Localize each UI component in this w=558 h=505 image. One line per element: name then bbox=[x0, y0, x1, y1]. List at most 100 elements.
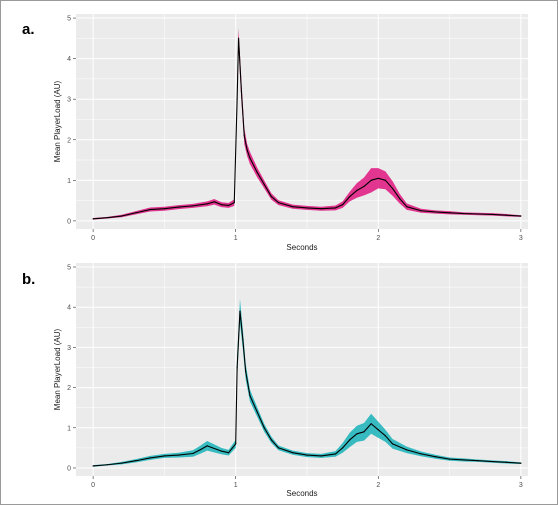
panel-label: b. bbox=[22, 271, 35, 288]
data-point bbox=[149, 208, 151, 211]
data-point bbox=[249, 157, 251, 159]
data-point bbox=[420, 210, 422, 212]
data-point bbox=[237, 37, 240, 39]
data-point bbox=[384, 179, 387, 181]
data-point bbox=[363, 185, 365, 188]
y-tick-label: 2 bbox=[67, 385, 71, 392]
data-point bbox=[391, 187, 394, 190]
data-point bbox=[506, 214, 508, 216]
data-point bbox=[420, 453, 422, 455]
data-point bbox=[106, 217, 108, 219]
data-point bbox=[227, 452, 230, 454]
data-point bbox=[92, 218, 94, 220]
data-point bbox=[243, 135, 245, 137]
data-point bbox=[506, 461, 508, 463]
data-point bbox=[199, 449, 201, 451]
y-tick-label: 3 bbox=[67, 97, 71, 104]
x-tick-label: 3 bbox=[519, 235, 523, 242]
data-point bbox=[406, 206, 408, 208]
data-point bbox=[213, 201, 215, 203]
data-point bbox=[448, 212, 451, 214]
y-axis-title: Mean PlayerLoad (AU) bbox=[53, 328, 62, 410]
data-point bbox=[149, 457, 151, 459]
data-point bbox=[135, 460, 137, 462]
data-point bbox=[370, 179, 372, 181]
data-point bbox=[240, 90, 243, 92]
x-tick-label: 1 bbox=[234, 482, 238, 489]
data-point bbox=[233, 202, 235, 204]
data-point bbox=[391, 443, 394, 445]
x-tick-label: 0 bbox=[91, 482, 95, 489]
data-point bbox=[263, 427, 265, 429]
x-tick-label: 3 bbox=[519, 482, 523, 489]
y-tick-label: 5 bbox=[67, 265, 71, 272]
data-point bbox=[377, 429, 379, 431]
y-tick-label: 0 bbox=[67, 218, 71, 225]
data-point bbox=[206, 445, 208, 447]
data-point bbox=[334, 453, 337, 455]
data-point bbox=[434, 456, 436, 458]
plot-background bbox=[76, 263, 528, 476]
data-point bbox=[448, 458, 451, 460]
x-axis-title: Seconds bbox=[286, 243, 317, 252]
data-point bbox=[270, 195, 272, 198]
x-tick-label: 2 bbox=[376, 482, 380, 489]
data-point bbox=[106, 464, 108, 466]
data-point bbox=[292, 452, 294, 454]
data-point bbox=[349, 195, 351, 198]
data-point bbox=[135, 212, 137, 214]
y-tick-label: 0 bbox=[67, 465, 71, 472]
data-point bbox=[220, 450, 223, 452]
data-point bbox=[236, 98, 238, 100]
data-point bbox=[349, 439, 351, 441]
data-point bbox=[235, 443, 237, 445]
data-point bbox=[477, 213, 479, 215]
data-point bbox=[192, 205, 194, 207]
x-tick-label: 0 bbox=[91, 235, 95, 242]
data-point bbox=[236, 366, 238, 369]
x-tick-label: 2 bbox=[376, 235, 380, 242]
data-point bbox=[178, 454, 180, 456]
data-point bbox=[256, 171, 258, 173]
chart-panel-b: b. 0 1 2 3 4 5 0 1 2 3 Seconds Mean PlayerLoad (AU) bbox=[22, 263, 528, 498]
data-point bbox=[491, 213, 493, 215]
y-tick-label: 2 bbox=[67, 137, 71, 144]
data-point bbox=[342, 447, 344, 449]
chart-panel-a: a. 0 1 2 3 4 5 0 1 2 3 Seconds Mean PlayerLoad (AU) bbox=[22, 14, 528, 252]
data-point bbox=[342, 204, 344, 206]
data-point bbox=[263, 183, 265, 185]
data-point bbox=[520, 462, 522, 464]
data-point bbox=[334, 207, 337, 209]
y-tick-label: 1 bbox=[67, 425, 71, 432]
data-point bbox=[121, 215, 123, 217]
y-axis-title: Mean PlayerLoad (AU) bbox=[53, 80, 62, 162]
data-point bbox=[434, 211, 436, 213]
y-tick-label: 4 bbox=[67, 305, 71, 312]
data-point bbox=[320, 455, 322, 457]
data-point bbox=[121, 462, 123, 464]
data-point bbox=[370, 423, 372, 425]
panel-label: a. bbox=[22, 21, 35, 38]
data-point bbox=[356, 433, 358, 435]
data-point bbox=[356, 189, 358, 192]
y-tick-label: 1 bbox=[67, 178, 71, 185]
data-point bbox=[92, 465, 94, 467]
data-point bbox=[399, 197, 401, 200]
data-point bbox=[163, 208, 166, 210]
data-point bbox=[246, 149, 248, 151]
data-point bbox=[463, 212, 465, 215]
y-tick-label: 3 bbox=[67, 345, 71, 352]
data-point bbox=[192, 452, 194, 455]
data-point bbox=[206, 203, 208, 205]
data-point bbox=[363, 431, 365, 433]
data-point bbox=[256, 411, 258, 413]
x-tick-label: 1 bbox=[234, 235, 238, 242]
data-point bbox=[227, 204, 230, 207]
data-point bbox=[491, 460, 493, 463]
data-point bbox=[277, 202, 280, 204]
data-point bbox=[277, 447, 280, 449]
data-point bbox=[242, 338, 244, 340]
y-tick-label: 5 bbox=[67, 16, 71, 23]
data-point bbox=[377, 177, 379, 179]
